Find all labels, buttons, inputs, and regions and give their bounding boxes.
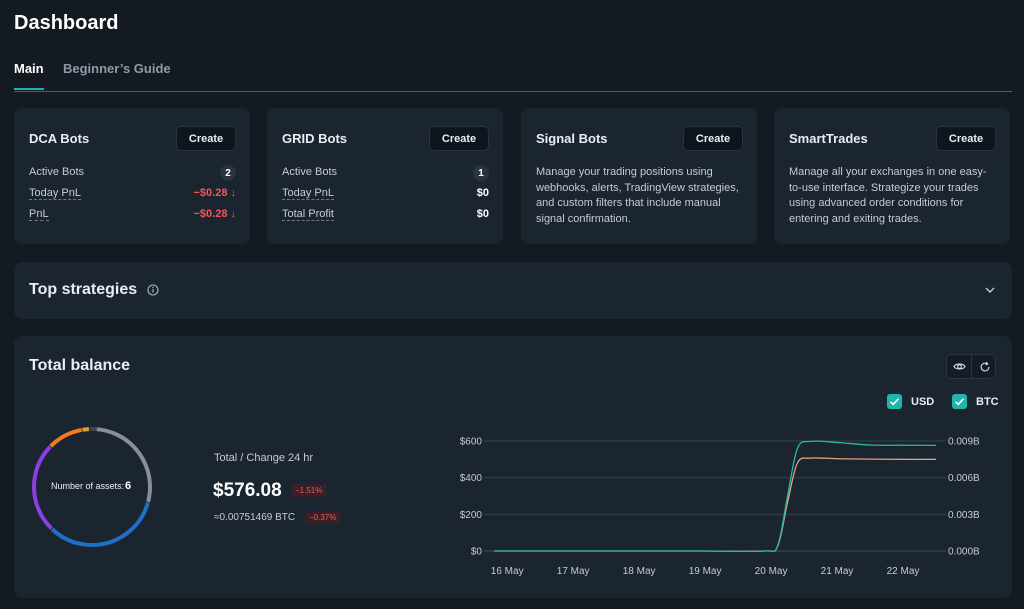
total-caption: Total / Change 24 hr <box>214 452 314 464</box>
refresh-icon <box>980 361 989 371</box>
stat-label[interactable]: Today PnL <box>282 187 334 200</box>
total-value: $576.08 <box>213 480 282 501</box>
y-left-tick-label: $600 <box>460 437 483 448</box>
stat-label: Active Bots <box>29 166 85 178</box>
stat-active-bots: Active Bots 1 <box>282 165 489 182</box>
series-line-usd[interactable] <box>494 440 937 553</box>
stat-total-profit: Total Profit $0 <box>282 208 489 224</box>
count-badge: 2 <box>220 165 236 181</box>
balance-actions <box>946 354 996 379</box>
stat-value: $0 <box>476 208 489 220</box>
top-strategies-panel[interactable]: Top strategies <box>14 262 1012 319</box>
y-right-tick-label: 0.003B <box>948 510 980 521</box>
y-right-tick-label: 0.006B <box>948 473 980 484</box>
btc-checkbox[interactable] <box>952 394 967 409</box>
eye-icon <box>952 363 966 370</box>
stat-label[interactable]: Total Profit <box>282 208 334 221</box>
stat-today-pnl: Today PnL $0 <box>282 187 489 203</box>
y-right-tick-label: 0.009B <box>948 437 980 448</box>
total-balance-panel: Total balance USD BTC <box>14 336 1012 598</box>
x-tick-label: 17 May <box>557 566 590 577</box>
dca-bots-card: DCA Bots Create Active Bots 2 Today PnL … <box>14 108 250 244</box>
check-icon <box>954 398 965 406</box>
smarttrades-card: SmartTrades Create Manage all your excha… <box>774 108 1010 244</box>
toggle-visibility-button[interactable] <box>947 355 972 378</box>
btc-value: ≈0.00751469 BTC <box>214 512 296 523</box>
card-title: SmartTrades <box>789 131 868 146</box>
usd-checkbox[interactable] <box>887 394 902 409</box>
y-left-tick-label: $200 <box>460 510 483 521</box>
stat-label[interactable]: Today PnL <box>29 187 81 200</box>
x-tick-label: 19 May <box>689 566 722 577</box>
section-title: Total balance <box>29 357 131 374</box>
y-left-tick-label: $400 <box>460 473 483 484</box>
series-line-btc[interactable] <box>494 457 937 553</box>
stat-value: −$0.28 ↓ <box>193 208 236 220</box>
card-description: Manage all your exchanges in one easy-to… <box>789 166 987 225</box>
tab-bar: Main Beginner’s Guide <box>14 60 1012 92</box>
total-change-badge: −1.51% <box>291 484 327 497</box>
active-tab-indicator <box>14 88 44 90</box>
assets-donut-chart <box>30 425 155 550</box>
card-title: DCA Bots <box>29 131 90 146</box>
page-title: Dashboard <box>14 12 119 34</box>
signal-bots-card: Signal Bots Create Manage your trading p… <box>521 108 757 244</box>
donut-label: Number of assets: <box>51 481 125 491</box>
card-title: Signal Bots <box>536 131 608 146</box>
check-icon <box>889 398 900 406</box>
refresh-button[interactable] <box>972 355 997 378</box>
donut-segment[interactable] <box>30 425 155 550</box>
x-tick-label: 18 May <box>623 566 656 577</box>
legend-label: BTC <box>976 396 999 408</box>
x-tick-label: 16 May <box>491 566 524 577</box>
y-right-tick-label: 0.000B <box>948 547 980 558</box>
stat-active-bots: Active Bots 2 <box>29 165 236 182</box>
btc-change-badge: −0.37% <box>305 511 341 524</box>
create-smarttrade-button[interactable]: Create <box>936 126 996 151</box>
tab-main[interactable]: Main <box>14 61 44 76</box>
create-dca-bot-button[interactable]: Create <box>176 126 236 151</box>
create-signal-bot-button[interactable]: Create <box>683 126 743 151</box>
stat-label[interactable]: PnL <box>29 208 49 221</box>
stat-value: −$0.28 ↓ <box>193 187 236 199</box>
balance-line-chart: $0 $200 $400 $600 0.000B 0.003B 0.006B 0.009B 16… <box>460 437 980 578</box>
create-grid-bot-button[interactable]: Create <box>429 126 489 151</box>
grid-bots-card: GRID Bots Create Active Bots 1 Today PnL… <box>267 108 503 244</box>
stat-pnl: PnL −$0.28 ↓ <box>29 208 236 224</box>
card-description: Manage your trading positions using webh… <box>536 166 739 225</box>
chevron-down-icon[interactable] <box>984 284 996 296</box>
x-tick-label: 22 May <box>887 566 920 577</box>
legend-label: USD <box>911 396 935 408</box>
stat-today-pnl: Today PnL −$0.28 ↓ <box>29 187 236 203</box>
stat-label: Active Bots <box>282 166 338 178</box>
stat-value: $0 <box>476 187 489 199</box>
donut-count: 6 <box>125 480 132 492</box>
y-left-tick-label: $0 <box>471 547 483 558</box>
donut-segment[interactable] <box>30 425 155 550</box>
donut-segment[interactable] <box>30 425 155 550</box>
x-tick-label: 21 May <box>821 566 854 577</box>
section-title: Top strategies <box>29 281 138 298</box>
count-badge: 1 <box>473 165 489 181</box>
x-tick-label: 20 May <box>755 566 788 577</box>
info-circle-icon[interactable] <box>147 284 159 296</box>
tab-beginners-guide[interactable]: Beginner’s Guide <box>63 61 171 76</box>
card-title: GRID Bots <box>282 131 347 146</box>
